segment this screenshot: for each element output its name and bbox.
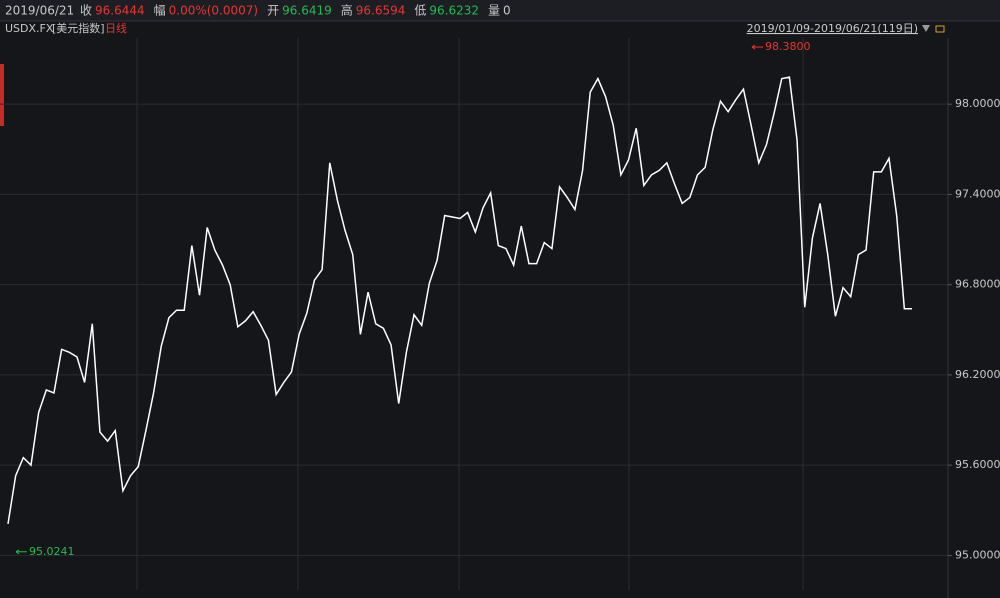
quote-label: 收 bbox=[80, 4, 92, 18]
date: 2019/06/21 bbox=[5, 4, 74, 18]
annotation-label: 95.0241 bbox=[29, 545, 75, 558]
quote-value: 96.6232 bbox=[429, 4, 479, 18]
y-tick-label: 95.0000 bbox=[955, 548, 1000, 561]
symbol-name: [美元指数] bbox=[52, 21, 105, 35]
quote-value: 0 bbox=[503, 4, 511, 18]
period: 日线 bbox=[105, 21, 127, 35]
vertical-grid bbox=[136, 38, 804, 590]
header-bar bbox=[0, 0, 1000, 21]
quote-label: 低 bbox=[414, 4, 426, 18]
quote-value: 0.00%(0.0007) bbox=[169, 4, 258, 18]
quote-value: 96.6419 bbox=[282, 4, 332, 18]
y-tick-label: 97.4000 bbox=[955, 187, 1000, 200]
annotation-arrowhead bbox=[751, 44, 756, 50]
quote-value: 96.6594 bbox=[356, 4, 406, 18]
symbol: USDX.FX bbox=[5, 22, 54, 35]
quote-label: 幅 bbox=[154, 3, 166, 18]
annotation-label: 98.3800 bbox=[765, 40, 811, 53]
y-tick-label: 95.6000 bbox=[955, 458, 1000, 471]
quote-label: 量 bbox=[488, 4, 500, 18]
dropdown-icon[interactable] bbox=[922, 25, 930, 32]
y-tick-label: 96.2000 bbox=[955, 368, 1000, 381]
side-marker bbox=[0, 64, 4, 126]
lock-icon[interactable] bbox=[935, 25, 945, 33]
quote-label: 高 bbox=[341, 3, 353, 18]
y-tick-label: 98.0000 bbox=[955, 97, 1000, 110]
date-range[interactable]: 2019/01/09-2019/06/21(119日) bbox=[747, 22, 918, 35]
quote-value: 96.6444 bbox=[95, 4, 145, 18]
y-tick-label: 96.8000 bbox=[955, 278, 1000, 291]
annotation-arrowhead bbox=[15, 549, 20, 555]
quote-label: 开 bbox=[267, 4, 279, 18]
price-line bbox=[7, 76, 912, 524]
